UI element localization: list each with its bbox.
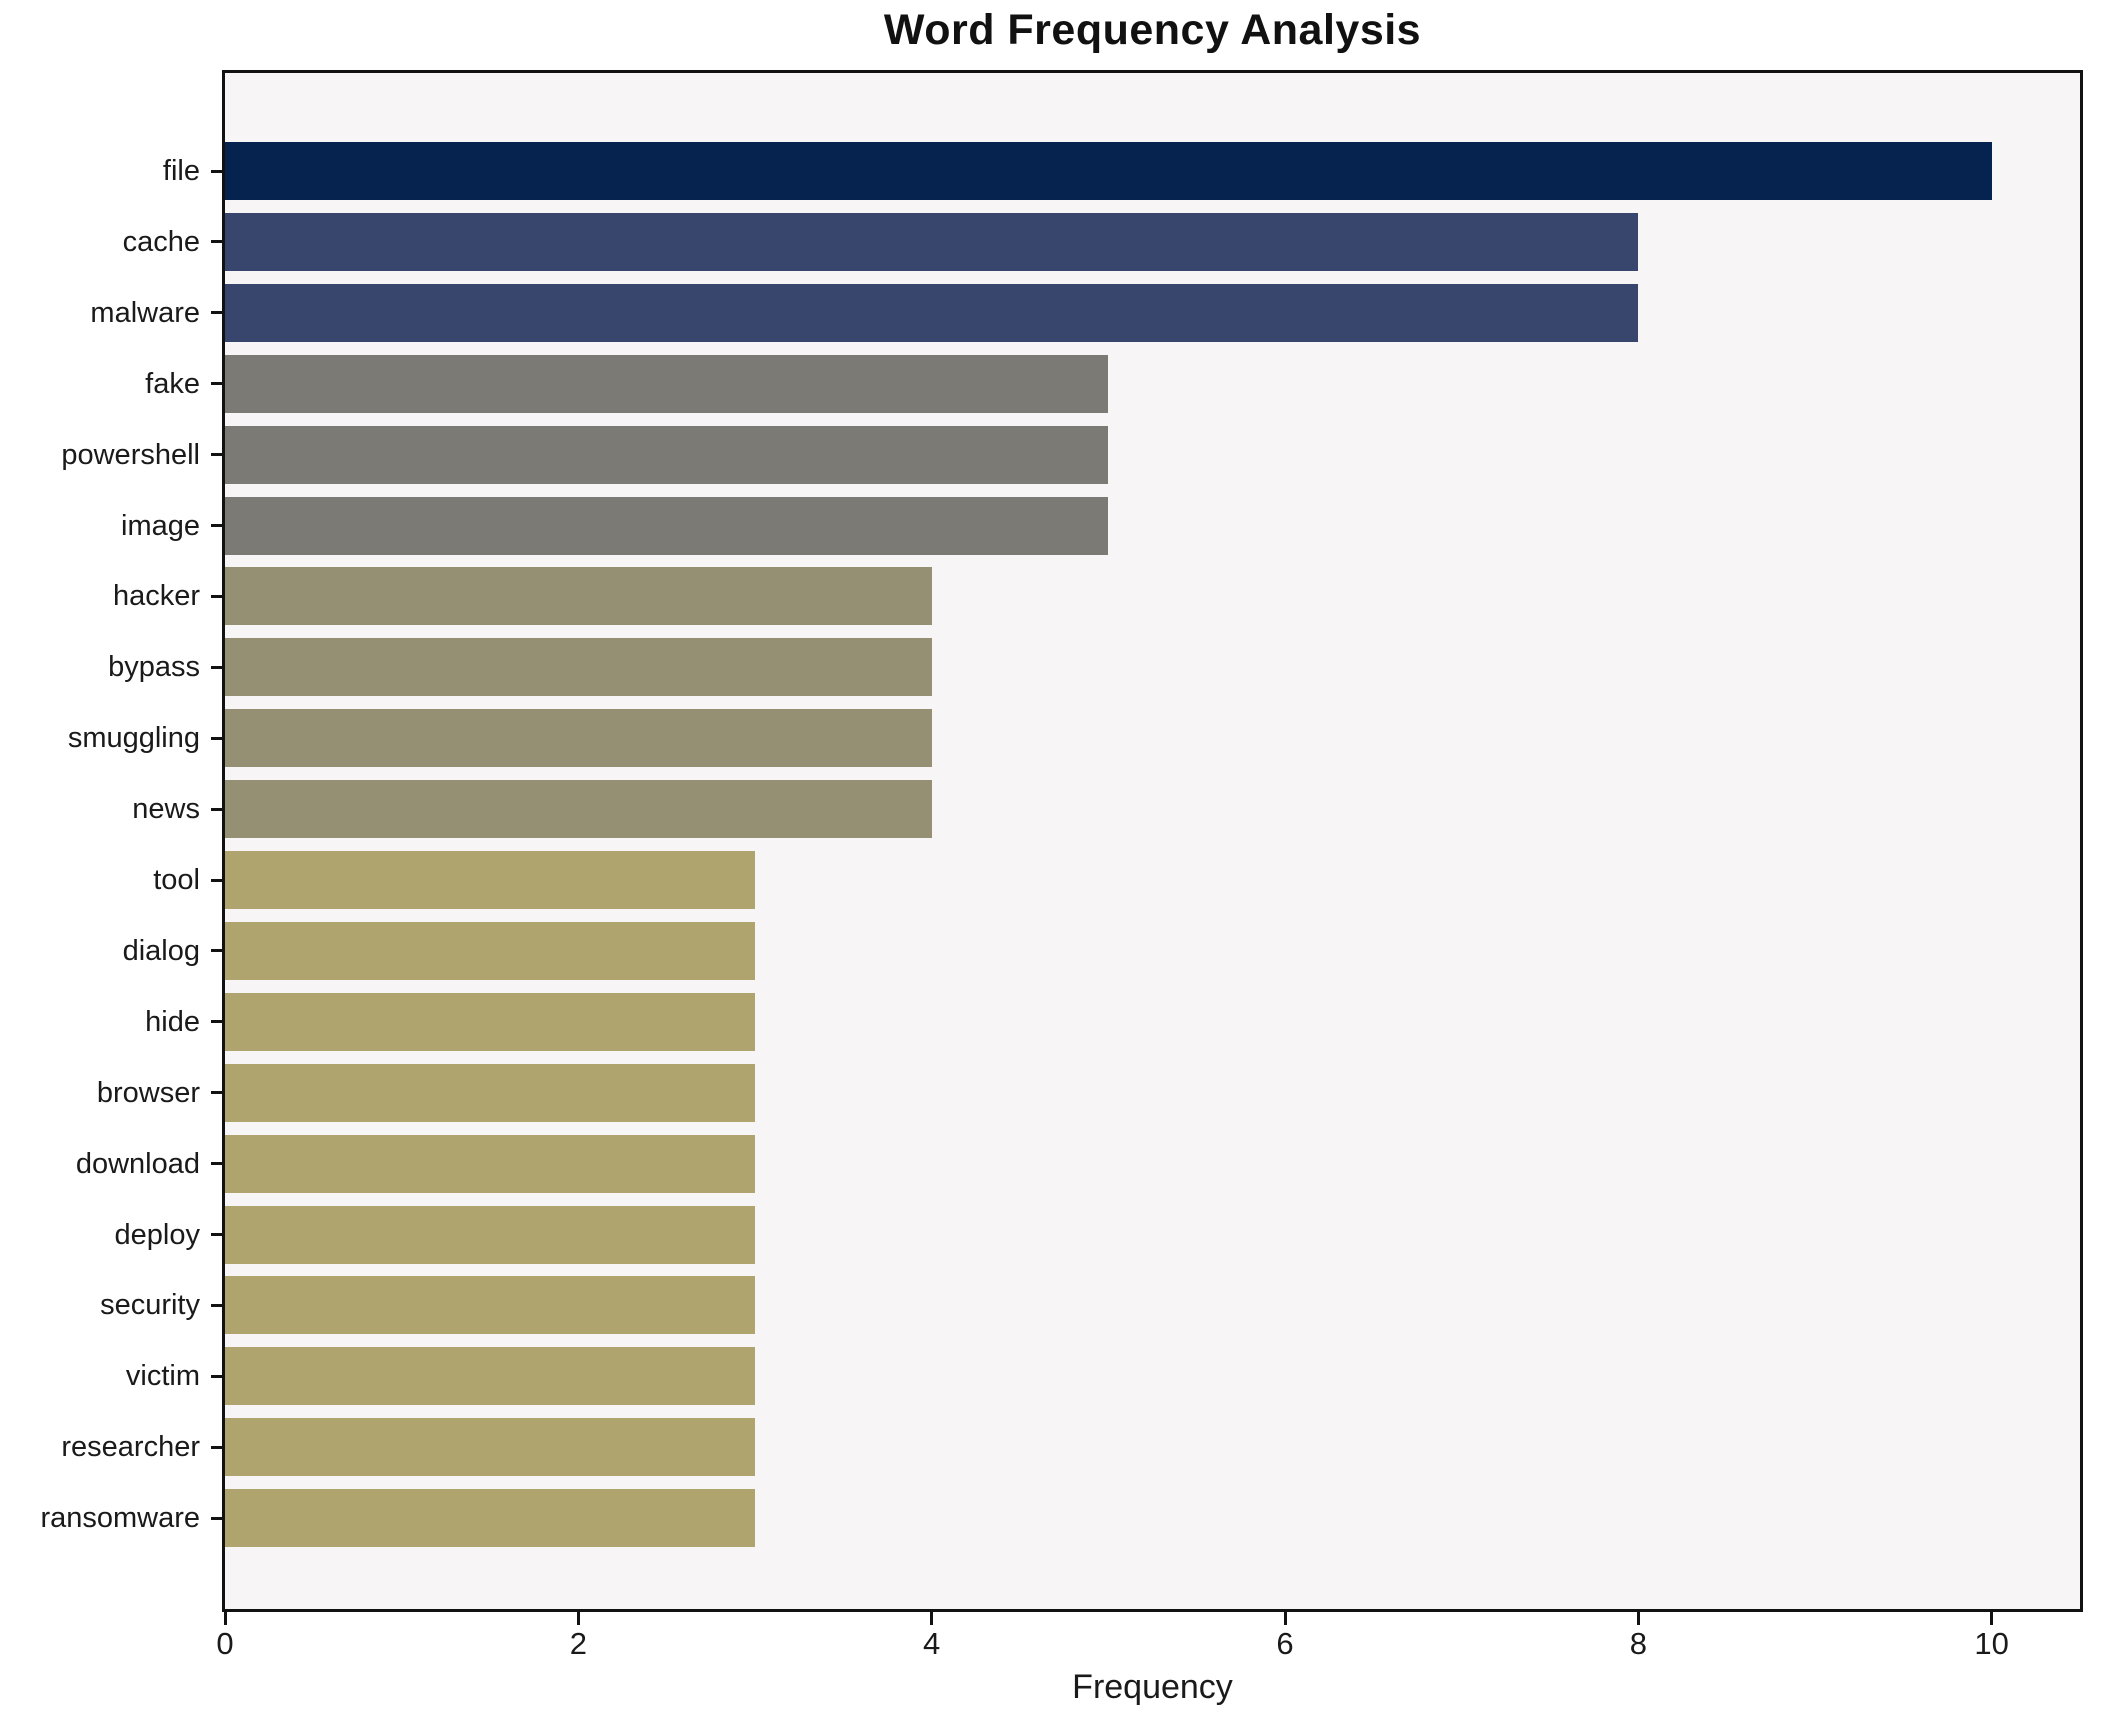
y-tick-label-download: download: [75, 1147, 200, 1180]
y-tick-mark: [211, 240, 222, 244]
y-tick-label-dialog: dialog: [122, 934, 200, 967]
y-tick-label-deploy: deploy: [114, 1218, 200, 1251]
y-tick-mark: [211, 878, 222, 882]
y-tick-mark: [211, 1445, 222, 1449]
x-tick-mark: [930, 1612, 934, 1625]
y-tick-label-cache: cache: [122, 225, 200, 258]
y-tick-mark: [211, 311, 222, 315]
y-tick-mark: [211, 524, 222, 527]
y-tick-label-victim: victim: [125, 1360, 200, 1393]
x-tick-label-0: 0: [216, 1626, 234, 1661]
bar-image: [225, 496, 1109, 555]
bar-deploy: [225, 1205, 755, 1264]
y-tick-mark: [211, 1020, 222, 1024]
chart-title: Word Frequency Analysis: [883, 6, 1422, 54]
x-tick-mark: [1283, 1612, 1287, 1625]
x-tick-mark: [576, 1612, 580, 1625]
x-tick-label-10: 10: [1974, 1626, 2009, 1661]
x-axis-label: Frequency: [1072, 1668, 1233, 1706]
bar-download: [225, 1134, 755, 1193]
y-tick-label-fake: fake: [145, 367, 200, 400]
y-tick-label-tool: tool: [153, 864, 200, 896]
x-tick-label-8: 8: [1629, 1626, 1647, 1661]
bar-hacker: [225, 567, 932, 626]
y-tick-mark: [211, 1233, 222, 1236]
x-tick-mark: [1990, 1612, 1994, 1625]
x-tick-mark: [223, 1612, 227, 1625]
bar-browser: [225, 1063, 755, 1122]
bar-victim: [225, 1347, 755, 1406]
y-tick-mark: [211, 382, 222, 386]
y-tick-label-security: security: [100, 1289, 200, 1322]
y-tick-mark: [211, 594, 222, 598]
y-tick-label-bypass: bypass: [108, 651, 200, 684]
y-tick-label-powershell: powershell: [61, 438, 200, 471]
bar-dialog: [225, 921, 755, 980]
y-tick-mark: [211, 1091, 222, 1095]
y-tick-mark: [211, 736, 222, 740]
y-tick-mark: [211, 665, 222, 669]
y-tick-mark: [211, 1516, 222, 1520]
y-tick-label-hide: hide: [145, 1005, 200, 1038]
bar-cache: [225, 212, 1639, 271]
bar-file: [225, 142, 1992, 200]
y-tick-mark: [211, 1162, 222, 1166]
bar-ransomware: [225, 1489, 755, 1548]
y-tick-label-ransomware: ransomware: [40, 1502, 200, 1535]
bar-security: [225, 1276, 755, 1335]
y-tick-mark: [211, 807, 222, 811]
y-tick-label-researcher: researcher: [61, 1431, 200, 1464]
bar-smuggling: [225, 709, 932, 768]
y-tick-mark: [211, 453, 222, 457]
y-tick-label-image: image: [121, 509, 200, 542]
y-tick-label-hacker: hacker: [112, 580, 200, 613]
x-tick-mark: [1636, 1612, 1640, 1625]
bar-malware: [225, 283, 1639, 342]
bar-hide: [225, 992, 755, 1051]
x-tick-label-4: 4: [923, 1626, 941, 1661]
bar-researcher: [225, 1418, 755, 1477]
y-tick-label-malware: malware: [90, 296, 200, 329]
bar-bypass: [225, 638, 932, 697]
y-tick-label-browser: browser: [96, 1076, 200, 1109]
y-tick-label-news: news: [132, 793, 200, 826]
x-tick-label-6: 6: [1276, 1626, 1294, 1661]
bar-tool: [225, 851, 755, 909]
x-tick-label-2: 2: [569, 1626, 587, 1661]
y-tick-label-file: file: [162, 155, 200, 187]
y-tick-label-smuggling: smuggling: [67, 722, 200, 755]
y-tick-mark: [211, 949, 222, 953]
bar-fake: [225, 354, 1109, 413]
y-tick-mark: [211, 1303, 222, 1307]
y-tick-mark: [211, 1374, 222, 1378]
bar-news: [225, 780, 932, 839]
y-tick-mark: [211, 169, 222, 173]
bar-powershell: [225, 425, 1109, 484]
